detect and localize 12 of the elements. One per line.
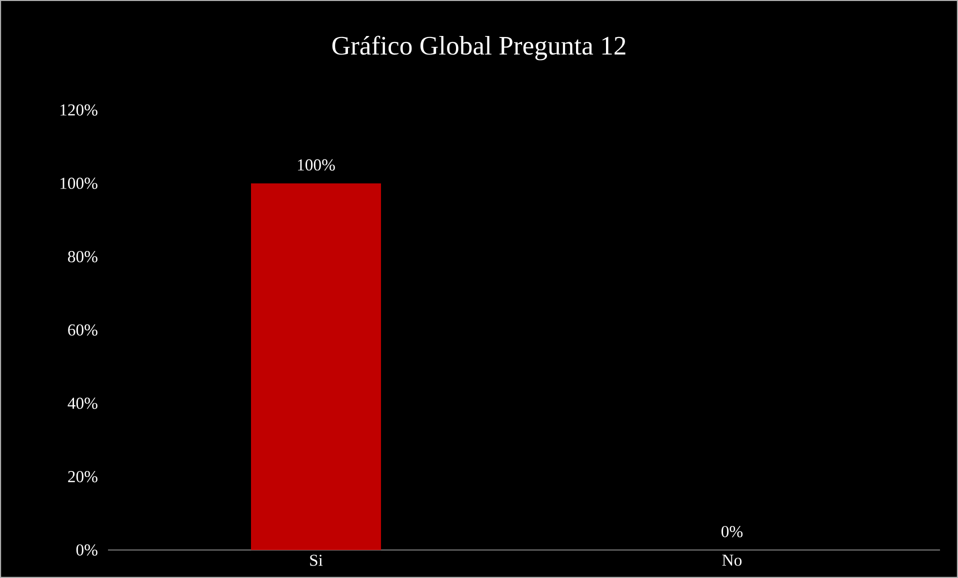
x-tick-label: No	[722, 554, 742, 566]
y-tick-label: 0%	[76, 544, 98, 556]
data-label: 0%	[722, 526, 743, 538]
y-tick-label: 20%	[68, 471, 98, 482]
data-label: 100%	[298, 159, 335, 171]
y-tick-label: 100%	[60, 178, 98, 189]
chart-title: Gráfico Global Pregunta 12	[332, 36, 626, 60]
y-tick-label: 60%	[68, 324, 98, 336]
y-tick-label: 80%	[68, 251, 98, 262]
x-tick-label: Si	[310, 554, 323, 566]
y-tick-label: 120%	[60, 104, 98, 116]
y-tick-label: 40%	[68, 398, 98, 409]
